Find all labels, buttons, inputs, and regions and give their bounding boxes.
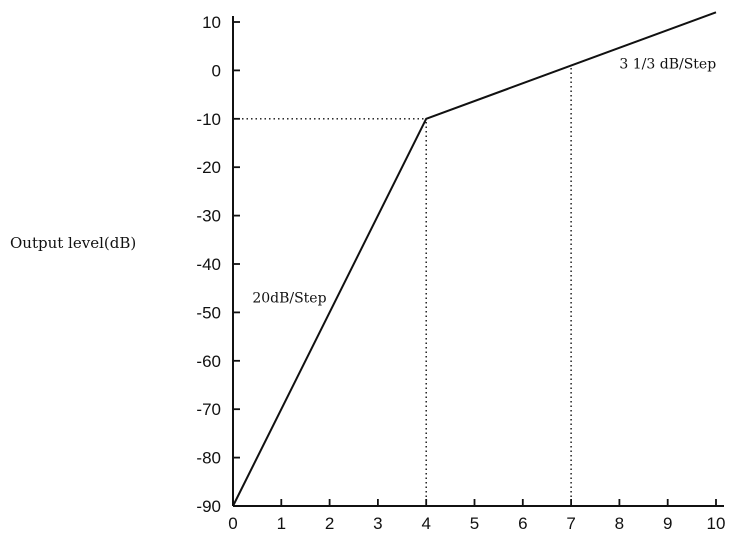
y-tick-label: -10 <box>196 110 221 129</box>
series-layer <box>232 11 717 507</box>
x-tick-label: 9 <box>663 514 672 533</box>
reference-lines <box>233 65 572 506</box>
annotations: 20dB/Step 3 1/3 dB/Step <box>252 56 716 306</box>
y-axis-label: Output level(dB) <box>10 234 136 252</box>
y-tick-label: 0 <box>212 61 221 80</box>
y-tick-label: -30 <box>196 207 221 226</box>
x-tick-label: 4 <box>421 514 430 533</box>
x-ticks: 0 1 2 3 4 5 6 7 8 9 10 <box>228 499 725 533</box>
series-line <box>232 11 717 507</box>
y-ticks: 10 0 -10 -20 -30 -40 -50 -60 -70 -80 -90 <box>196 13 240 516</box>
x-tick-label: 6 <box>518 514 527 533</box>
y-tick-label: -90 <box>196 497 221 516</box>
x-tick-label: 8 <box>615 514 624 533</box>
x-tick-label: 5 <box>470 514 479 533</box>
x-tick-label: 1 <box>277 514 286 533</box>
x-tick-label: 3 <box>373 514 382 533</box>
y-tick-label: -60 <box>196 352 221 371</box>
annotation-label: 3 1/3 dB/Step <box>619 56 716 72</box>
y-tick-label: -80 <box>196 449 221 468</box>
x-tick-label: 10 <box>707 514 726 533</box>
y-tick-label: -20 <box>196 158 221 177</box>
y-tick-label: -70 <box>196 400 221 419</box>
y-tick-label: -50 <box>196 303 221 322</box>
x-tick-label: 7 <box>566 514 575 533</box>
x-tick-label: 2 <box>325 514 334 533</box>
y-tick-label: -40 <box>196 255 221 274</box>
annotation-label: 20dB/Step <box>252 291 326 307</box>
axes <box>232 16 724 507</box>
y-tick-label: 10 <box>202 13 221 32</box>
x-tick-label: 0 <box>228 514 237 533</box>
